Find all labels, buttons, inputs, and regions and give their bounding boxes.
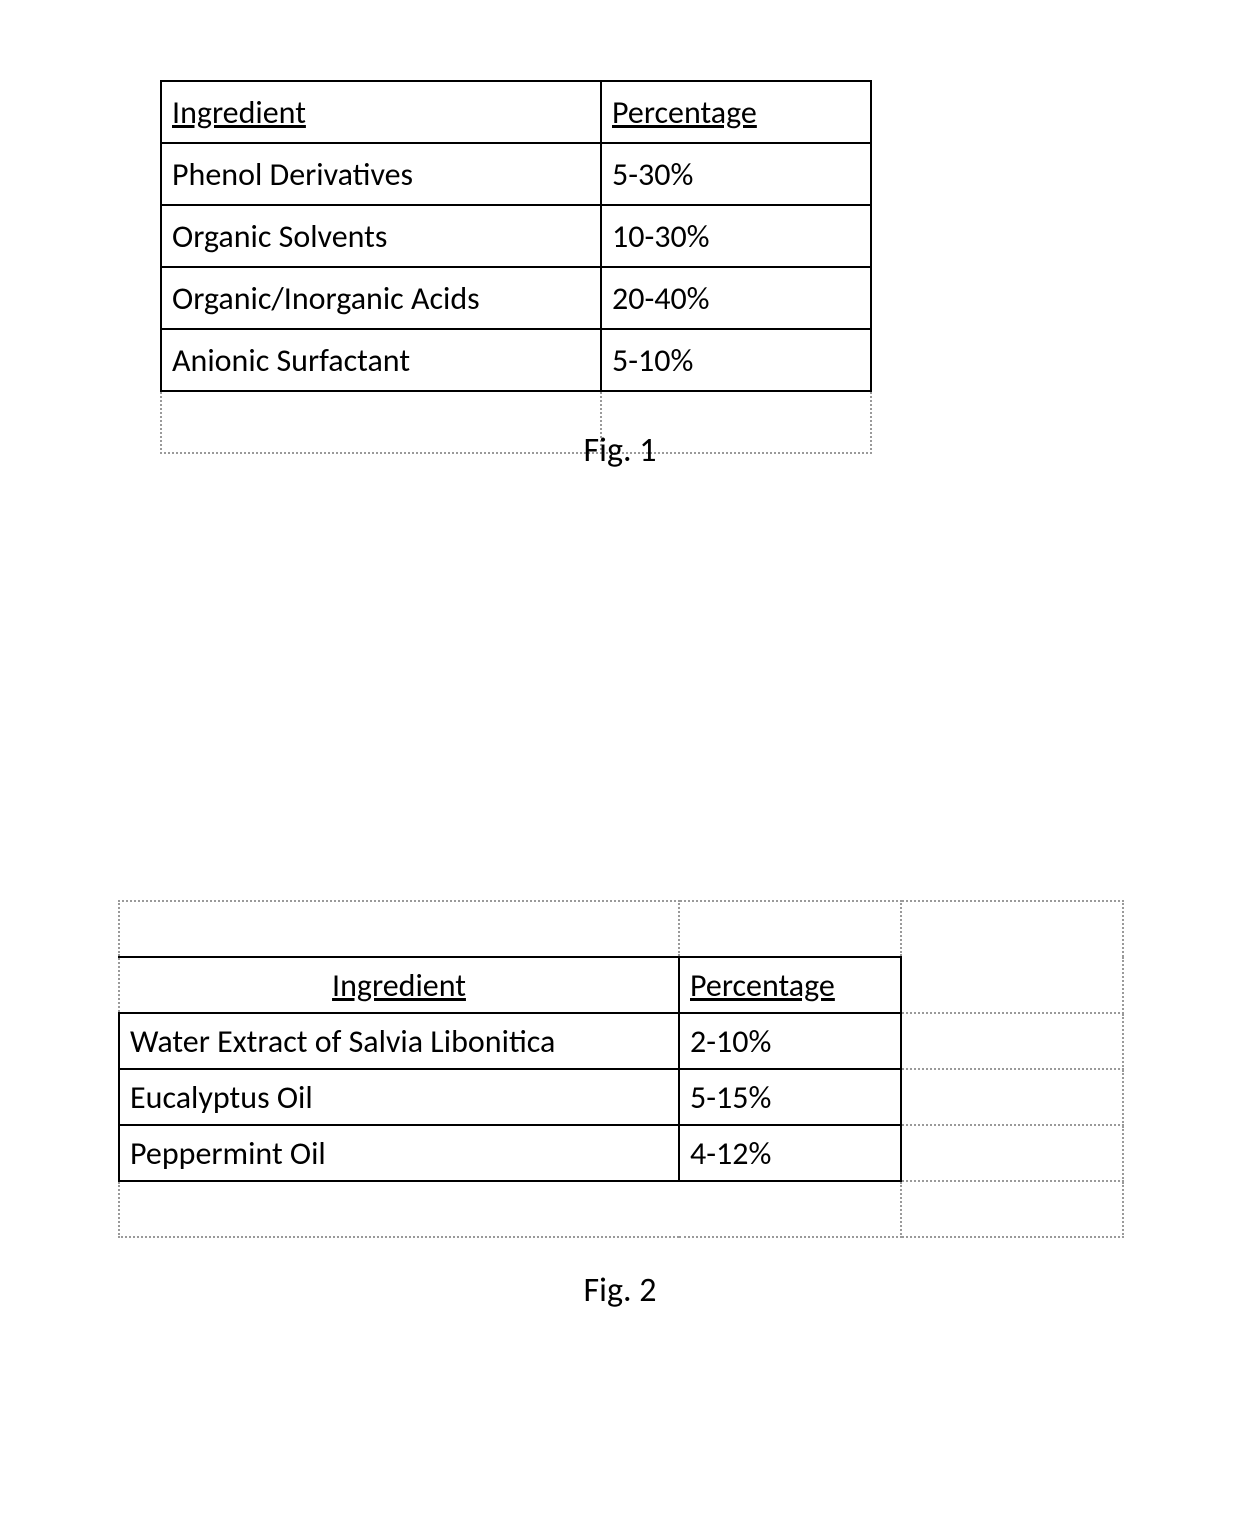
table-row: Peppermint Oil 4-12% [119, 1125, 1123, 1181]
table-row: Organic Solvents 10-30% [161, 205, 871, 267]
fig1-percentage-cell: 10-30% [601, 205, 871, 267]
fig2-caption: Fig. 2 [0, 1270, 1240, 1311]
fig2-empty-cell [901, 1013, 1123, 1069]
fig2-table: Ingredient Percentage Water Extract of S… [118, 900, 1124, 1238]
table-row: Phenol Derivatives 5-30% [161, 143, 871, 205]
fig1-ingredient-cell: Organic Solvents [161, 205, 601, 267]
fig1-ingredient-cell: Organic/Inorganic Acids [161, 267, 601, 329]
table-row: Eucalyptus Oil 5-15% [119, 1069, 1123, 1125]
fig1-percentage-cell: 20-40% [601, 267, 871, 329]
fig1-percentage-cell: 5-30% [601, 143, 871, 205]
fig2-table-wrap: Ingredient Percentage Water Extract of S… [118, 900, 1122, 1238]
fig1-ingredient-cell: Anionic Surfactant [161, 329, 601, 391]
table-row: Organic/Inorganic Acids 20-40% [161, 267, 871, 329]
fig2-ingredient-cell: Peppermint Oil [119, 1125, 679, 1181]
fig2-empty-cell [901, 1125, 1123, 1181]
fig2-col-header-percentage: Percentage [679, 957, 901, 1013]
fig2-percentage-cell: 2-10% [679, 1013, 901, 1069]
fig2-percentage-cell: 5-15% [679, 1069, 901, 1125]
fig1-col-header-ingredient: Ingredient [161, 81, 601, 143]
fig1-table: Ingredient Percentage Phenol Derivatives… [160, 80, 872, 454]
fig2-empty-top-row [119, 901, 1123, 957]
fig2-ingredient-cell: Water Extract of Salvia Libonitica [119, 1013, 679, 1069]
fig1-col-header-percentage: Percentage [601, 81, 871, 143]
fig2-empty-bottom-row [119, 1181, 1123, 1237]
fig1-percentage-cell: 5-10% [601, 329, 871, 391]
fig2-ingredient-cell: Eucalyptus Oil [119, 1069, 679, 1125]
table-row: Water Extract of Salvia Libonitica 2-10% [119, 1013, 1123, 1069]
table-row: Anionic Surfactant 5-10% [161, 329, 871, 391]
fig1-table-wrap: Ingredient Percentage Phenol Derivatives… [160, 80, 870, 454]
fig2-empty-cell [901, 957, 1123, 1013]
fig1-ingredient-cell: Phenol Derivatives [161, 143, 601, 205]
fig2-col-header-ingredient: Ingredient [119, 957, 679, 1013]
fig1-caption: Fig. 1 [0, 430, 1240, 471]
fig2-percentage-cell: 4-12% [679, 1125, 901, 1181]
fig2-empty-cell [901, 1069, 1123, 1125]
